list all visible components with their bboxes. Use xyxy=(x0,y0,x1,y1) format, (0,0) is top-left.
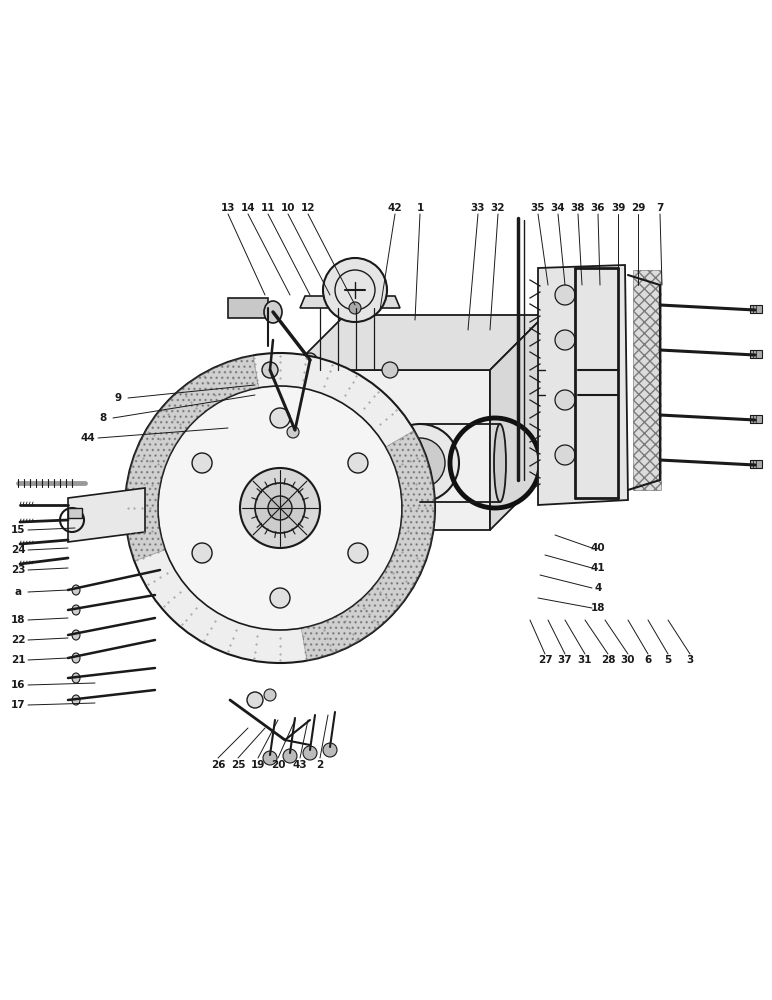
Ellipse shape xyxy=(72,695,80,705)
Text: 44: 44 xyxy=(80,433,96,443)
Text: 1: 1 xyxy=(416,203,424,213)
Text: 5: 5 xyxy=(665,655,672,665)
Ellipse shape xyxy=(72,585,80,595)
Text: 26: 26 xyxy=(211,760,225,770)
Text: 40: 40 xyxy=(591,543,605,553)
Circle shape xyxy=(263,751,277,765)
Circle shape xyxy=(348,453,368,473)
Text: 18: 18 xyxy=(11,615,25,625)
Text: 29: 29 xyxy=(631,203,645,213)
Text: 17: 17 xyxy=(11,700,25,710)
Circle shape xyxy=(303,353,317,367)
Circle shape xyxy=(555,445,575,465)
Text: 31: 31 xyxy=(577,655,592,665)
Bar xyxy=(750,415,762,423)
Text: 28: 28 xyxy=(601,655,615,665)
Text: 43: 43 xyxy=(293,760,307,770)
Circle shape xyxy=(270,408,290,428)
Circle shape xyxy=(255,483,305,533)
Text: 19: 19 xyxy=(251,760,266,770)
Text: 2: 2 xyxy=(317,760,323,770)
Circle shape xyxy=(125,353,435,663)
Text: 4: 4 xyxy=(594,583,601,593)
Text: 30: 30 xyxy=(621,655,635,665)
Ellipse shape xyxy=(72,605,80,615)
Text: 12: 12 xyxy=(301,203,315,213)
Circle shape xyxy=(240,468,320,548)
Circle shape xyxy=(287,426,299,438)
Ellipse shape xyxy=(381,424,459,502)
Circle shape xyxy=(264,689,276,701)
Text: 9: 9 xyxy=(114,393,121,403)
Text: 37: 37 xyxy=(557,655,572,665)
Text: 16: 16 xyxy=(11,680,25,690)
Polygon shape xyxy=(228,298,268,318)
Text: 3: 3 xyxy=(686,655,693,665)
Text: 13: 13 xyxy=(221,203,235,213)
Ellipse shape xyxy=(264,301,282,323)
Text: 36: 36 xyxy=(591,203,605,213)
Circle shape xyxy=(323,743,337,757)
Circle shape xyxy=(247,692,263,708)
Text: 27: 27 xyxy=(537,655,552,665)
Circle shape xyxy=(555,330,575,350)
Circle shape xyxy=(192,453,212,473)
Polygon shape xyxy=(490,315,545,530)
Polygon shape xyxy=(301,430,435,661)
Text: 18: 18 xyxy=(591,603,605,613)
Text: 41: 41 xyxy=(591,563,605,573)
Text: 25: 25 xyxy=(231,760,245,770)
Polygon shape xyxy=(125,355,259,561)
Circle shape xyxy=(348,543,368,563)
Ellipse shape xyxy=(72,653,80,663)
Polygon shape xyxy=(300,296,400,308)
Text: 42: 42 xyxy=(388,203,402,213)
Circle shape xyxy=(349,302,361,314)
Text: 11: 11 xyxy=(261,203,276,213)
Ellipse shape xyxy=(72,673,80,683)
Circle shape xyxy=(555,390,575,410)
Bar xyxy=(68,508,82,518)
Text: 33: 33 xyxy=(471,203,486,213)
Polygon shape xyxy=(538,265,628,505)
Text: a: a xyxy=(15,587,22,597)
Text: 39: 39 xyxy=(611,203,625,213)
Text: 34: 34 xyxy=(550,203,565,213)
Text: 32: 32 xyxy=(491,203,505,213)
Circle shape xyxy=(382,362,398,378)
Circle shape xyxy=(323,258,387,322)
Ellipse shape xyxy=(494,424,506,502)
Text: 24: 24 xyxy=(11,545,25,555)
Ellipse shape xyxy=(395,438,445,488)
Circle shape xyxy=(268,496,292,520)
Bar xyxy=(750,305,762,313)
Circle shape xyxy=(270,588,290,608)
Text: 22: 22 xyxy=(11,635,25,645)
Polygon shape xyxy=(290,315,545,370)
Text: 21: 21 xyxy=(11,655,25,665)
Text: 23: 23 xyxy=(11,565,25,575)
Circle shape xyxy=(283,749,297,763)
Text: 8: 8 xyxy=(100,413,107,423)
Bar xyxy=(750,350,762,358)
Text: 38: 38 xyxy=(571,203,585,213)
Polygon shape xyxy=(68,488,145,542)
Text: 20: 20 xyxy=(271,760,285,770)
Circle shape xyxy=(158,386,402,630)
Text: 10: 10 xyxy=(281,203,295,213)
Circle shape xyxy=(192,543,212,563)
Bar xyxy=(633,270,661,490)
Text: 35: 35 xyxy=(531,203,545,213)
Polygon shape xyxy=(290,370,490,530)
Circle shape xyxy=(262,362,278,378)
Text: 6: 6 xyxy=(645,655,652,665)
Text: 7: 7 xyxy=(656,203,664,213)
Ellipse shape xyxy=(72,630,80,640)
Text: 15: 15 xyxy=(11,525,25,535)
Bar xyxy=(750,460,762,468)
Text: 14: 14 xyxy=(241,203,256,213)
Circle shape xyxy=(303,746,317,760)
Circle shape xyxy=(555,285,575,305)
